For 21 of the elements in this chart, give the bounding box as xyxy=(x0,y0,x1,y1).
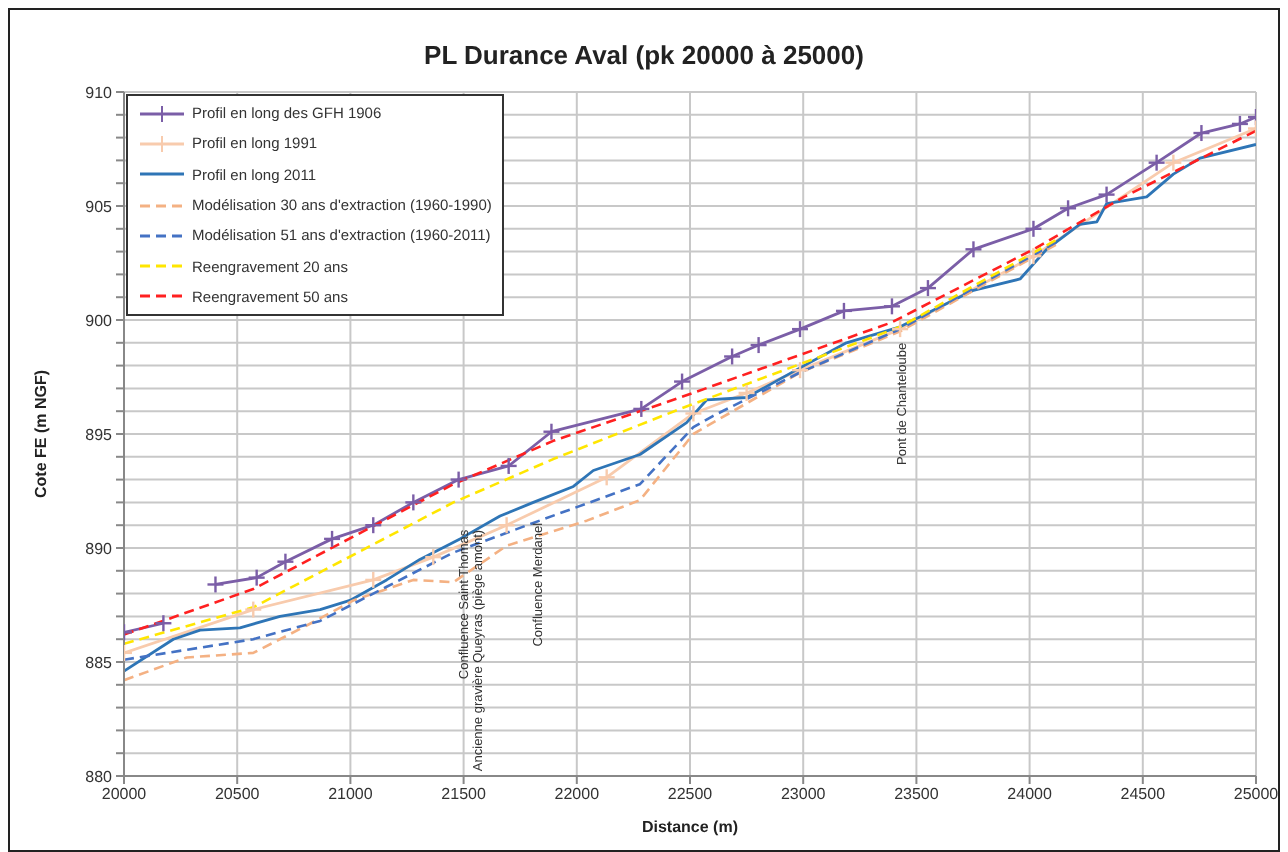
x-tick-label: 20500 xyxy=(214,785,261,804)
x-tick-label: 25000 xyxy=(1233,785,1280,804)
y-tick-label: 895 xyxy=(85,425,114,444)
chart-title: PL Durance Aval (pk 20000 à 25000) xyxy=(422,40,866,70)
y-tick-label: 885 xyxy=(85,653,114,672)
y-tick-label: 910 xyxy=(85,83,114,102)
x-tick-label: 21500 xyxy=(441,785,487,804)
x-tick-label: 24000 xyxy=(1007,785,1053,804)
y-tick-label: 905 xyxy=(85,197,114,216)
x-tick-label: 22000 xyxy=(554,785,601,804)
x-tick-label: 23500 xyxy=(894,785,940,804)
y-tick-label: 880 xyxy=(85,767,114,786)
x-axis-title: Distance (m) xyxy=(641,818,739,836)
x-tick-label: 21000 xyxy=(328,785,374,804)
x-tick-label: 20000 xyxy=(101,785,148,804)
x-tick-label: 22500 xyxy=(667,785,714,804)
x-tick-label: 24500 xyxy=(1120,785,1167,804)
y-tick-label: 900 xyxy=(85,311,114,330)
x-tick-label: 23000 xyxy=(780,785,827,804)
y-axis-title: Cote FE (m NGF) xyxy=(31,369,50,498)
y-tick-label: 890 xyxy=(85,539,114,558)
